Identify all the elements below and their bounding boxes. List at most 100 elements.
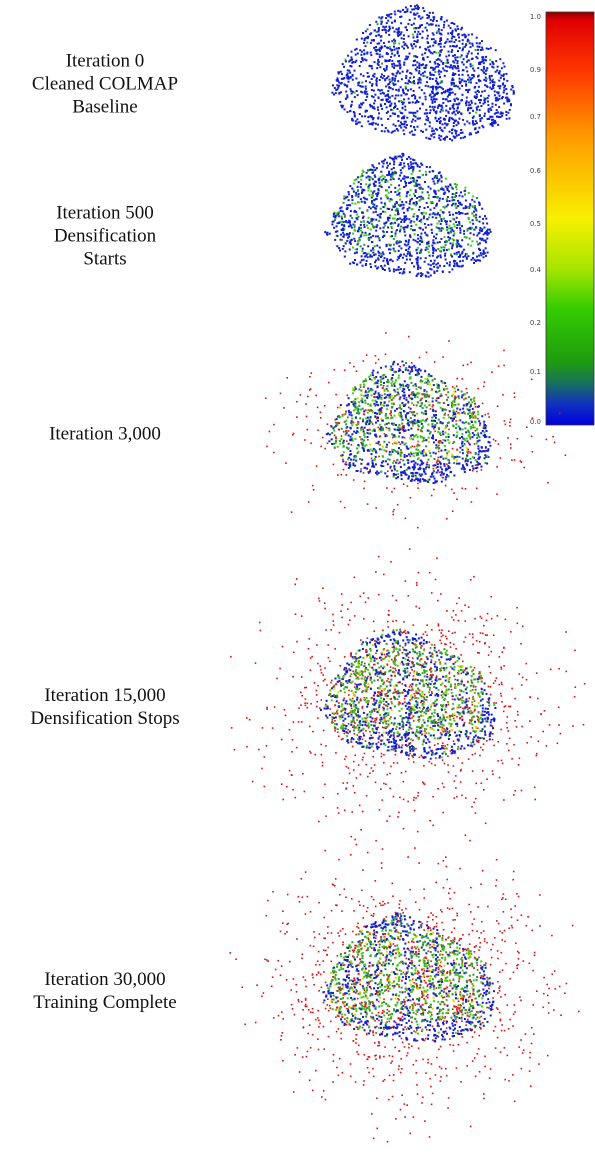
- point: [487, 101, 489, 103]
- point: [422, 57, 424, 59]
- point: [389, 215, 391, 217]
- point: [452, 128, 454, 130]
- point: [436, 120, 438, 122]
- point: [448, 248, 450, 250]
- point: [380, 384, 382, 386]
- point: [443, 417, 445, 419]
- colorbar: [546, 12, 594, 425]
- point: [448, 704, 450, 706]
- point: [348, 443, 350, 445]
- point: [421, 89, 423, 91]
- point: [371, 105, 373, 107]
- point: [355, 78, 357, 80]
- point: [273, 452, 275, 454]
- point: [406, 117, 408, 119]
- point: [410, 220, 412, 222]
- point: [384, 26, 386, 28]
- point: [501, 75, 503, 77]
- point: [479, 232, 481, 234]
- point: [360, 438, 362, 440]
- point: [398, 250, 400, 252]
- point: [366, 177, 368, 179]
- point: [357, 242, 359, 244]
- point: [293, 652, 295, 654]
- point: [377, 60, 379, 62]
- point: [381, 21, 383, 23]
- point: [442, 635, 444, 637]
- point: [365, 111, 367, 113]
- point: [361, 459, 363, 461]
- point: [360, 224, 362, 226]
- point: [432, 400, 434, 402]
- point: [361, 255, 363, 257]
- point: [465, 488, 467, 490]
- point: [558, 724, 560, 726]
- point: [413, 799, 415, 801]
- point: [376, 404, 378, 406]
- point: [352, 698, 354, 700]
- point: [456, 217, 458, 219]
- point: [373, 199, 375, 201]
- point: [340, 438, 342, 440]
- point: [348, 404, 350, 406]
- point: [458, 74, 460, 76]
- point: [467, 213, 469, 215]
- point: [369, 81, 371, 83]
- point: [358, 401, 360, 403]
- point: [448, 429, 450, 431]
- point: [441, 220, 443, 222]
- point: [449, 271, 451, 273]
- point: [367, 439, 369, 441]
- point: [520, 643, 522, 645]
- point: [344, 84, 346, 86]
- point: [446, 70, 448, 72]
- point: [416, 252, 418, 254]
- point: [391, 385, 393, 387]
- point: [421, 412, 423, 414]
- point: [439, 127, 441, 129]
- point: [360, 470, 362, 472]
- point: [374, 261, 376, 263]
- point: [400, 221, 402, 223]
- point: [425, 257, 427, 259]
- point: [379, 56, 381, 58]
- point: [391, 407, 393, 409]
- point: [331, 92, 333, 94]
- point: [521, 684, 523, 686]
- point: [422, 419, 424, 421]
- point: [394, 97, 396, 99]
- point: [369, 469, 371, 471]
- point: [353, 761, 355, 763]
- point: [304, 791, 306, 793]
- point: [462, 137, 464, 139]
- point: [381, 108, 383, 110]
- point: [490, 596, 492, 598]
- point: [420, 398, 422, 400]
- point: [375, 219, 377, 221]
- point: [370, 405, 372, 407]
- point: [339, 440, 341, 442]
- point: [399, 175, 401, 177]
- point: [374, 94, 376, 96]
- point: [398, 368, 400, 370]
- point: [472, 704, 474, 706]
- point: [386, 112, 388, 114]
- point: [417, 241, 419, 243]
- point: [478, 453, 480, 455]
- point: [434, 744, 436, 746]
- point: [432, 406, 434, 408]
- point: [356, 424, 358, 426]
- point: [408, 424, 410, 426]
- point: [491, 618, 493, 620]
- point: [492, 87, 494, 89]
- point: [333, 94, 335, 96]
- point: [496, 97, 498, 99]
- point: [345, 242, 347, 244]
- point: [394, 103, 396, 105]
- point: [333, 620, 335, 622]
- point: [369, 33, 371, 35]
- point: [322, 797, 324, 799]
- point: [458, 40, 460, 42]
- point: [348, 204, 350, 206]
- point: [435, 439, 437, 441]
